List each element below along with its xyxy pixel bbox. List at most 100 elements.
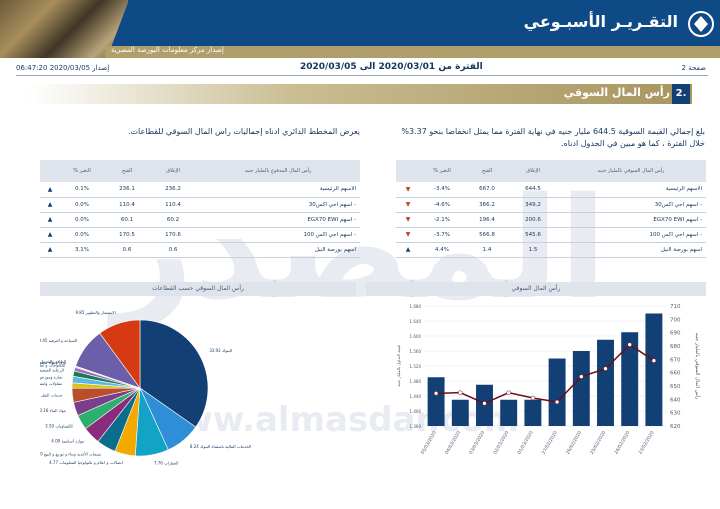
cell-change: 0.0% <box>60 227 104 243</box>
up-arrow-icon: ▲ <box>40 197 60 213</box>
series-line <box>436 343 655 405</box>
x-tick-label: 03/03/2020 <box>468 430 486 456</box>
cell-change: 0.0% <box>60 197 104 213</box>
pie-slice-label: 7.76 العقارات <box>154 461 179 466</box>
cell-label: اسهم بورصة النيل <box>196 242 360 258</box>
table-row: ▲ 4.4% 1.4 1.5 اسهم بورصة النيل <box>396 242 706 258</box>
up-arrow-icon: ▲ <box>40 182 60 198</box>
cell-label: - اسهم اجي اكس30 <box>196 197 360 213</box>
pie-slice-label: 3.27 خدمات النقل والشحن <box>40 392 63 397</box>
report-header: التقـريـر الأسبـوعي إصدار مركز معلومات ا… <box>0 0 720 58</box>
down-arrow-icon: ▼ <box>396 227 420 243</box>
pie-slice-label: 4.77 اتصالات و اعلام و تكنولوجيا المعلوم… <box>49 460 123 465</box>
line-point <box>482 401 487 406</box>
cell-close: 170.6 <box>150 227 196 243</box>
x-tick-label: 24/02/2020 <box>613 430 631 456</box>
table-header-label: رأس المال المدفوع بالمليار جنيه <box>196 160 360 182</box>
table-header-change: % التغير <box>420 160 464 182</box>
x-tick-label: 02/03/2020 <box>492 430 510 456</box>
x-tick-label: 01/03/2020 <box>516 430 534 456</box>
header-subtitle: إصدار مركز معلومات البورصة المصرية <box>111 46 224 54</box>
section-header: رأس المال السوقي 2. <box>28 84 692 104</box>
cell-label: - اسهم اجي اكس 100 <box>556 227 706 243</box>
y-left-tick-label: 1.400 <box>410 409 422 414</box>
table-header-spacer <box>396 160 420 182</box>
cell-change: -4.6% <box>420 197 464 213</box>
pie-slice-label: 4.50 منتجات الأغذية وبناء و توزيع و البي… <box>40 452 101 457</box>
y-left-tick-label: 1.520 <box>410 364 422 369</box>
table-row: ▼ -4.6% 366.2 349.2- اسهم اجي اكس30 <box>396 197 706 213</box>
cell-open: 1.4 <box>464 242 510 258</box>
y-right-tick-label: 710 <box>670 304 681 310</box>
cell-change: -3.7% <box>420 227 464 243</box>
y-right-tick-label: 620 <box>670 424 681 430</box>
line-point <box>458 390 463 395</box>
bar <box>500 399 518 426</box>
bar-chart-title: رأس المال السوقي <box>366 282 706 296</box>
cell-close: 545.6 <box>510 227 556 243</box>
meta-bar: إصدار 2020/03/05 06:47:20 الفترة من 2020… <box>0 62 720 74</box>
cell-close: 644.5 <box>510 182 556 198</box>
cell-open: 170.5 <box>104 227 150 243</box>
up-arrow-icon: ▲ <box>40 227 60 243</box>
table-row: ▲ 0.1% 236.1 236.2 الاسهم الرئيسية <box>40 182 360 198</box>
table-header-open: الفتح <box>464 160 510 182</box>
paragraph-pie-intro: يعرض المخطط الدائري ادناه إجماليات راس ا… <box>127 127 360 136</box>
bar <box>572 351 590 426</box>
cell-change: -2.1% <box>420 212 464 228</box>
pie-slice-label: 0.85 منسوجات و سلع معمرة <box>40 362 65 367</box>
egx-logo-icon <box>688 11 714 37</box>
pie-slice-label: 9.45 السياحة و الترفيه <box>40 338 77 343</box>
paid-capital-table: % التغير الفتح الإغلاق رأس المال المدفوع… <box>40 160 360 258</box>
issue-date: إصدار 2020/03/05 06:47:20 <box>16 64 110 72</box>
bar <box>427 377 445 426</box>
cell-label: الاسهم الرئيسية <box>196 182 360 198</box>
header-photo <box>0 0 129 58</box>
line-point <box>433 391 439 396</box>
line-point <box>554 399 560 405</box>
cell-close: 110.4 <box>150 197 196 213</box>
line-point <box>651 358 657 363</box>
y-right-tick-label: 680 <box>670 344 681 350</box>
x-tick-label: 27/02/2020 <box>541 430 559 456</box>
pie-chart-title: رأس المال السوقي حسب القطاعات <box>40 282 356 296</box>
cell-open: 196.4 <box>464 212 510 228</box>
pie-slice-label: 0.12 الطاقة والخدمات المساندة <box>40 359 66 364</box>
x-tick-label: 04/03/2020 <box>444 430 462 456</box>
x-tick-label: 26/02/2020 <box>565 430 583 456</box>
cell-close: 60.2 <box>150 212 196 228</box>
cell-open: 566.8 <box>464 227 510 243</box>
cell-change: 4.4% <box>420 242 464 258</box>
pie-slice-label: 33.92 البنوك <box>209 348 232 353</box>
y-right-tick-label: 630 <box>670 411 681 417</box>
x-tick-label: 25/02/2020 <box>589 430 607 456</box>
table-header-close: الإغلاق <box>510 160 556 182</box>
bar <box>524 399 542 426</box>
table-header-open: الفتح <box>104 160 150 182</box>
cell-change: 3.1% <box>60 242 104 258</box>
y-right-tick-label: 690 <box>670 331 681 337</box>
cell-label: الاسهم الرئيسية <box>556 182 706 198</box>
cell-label: - اسهم اجي اكس 100 <box>196 227 360 243</box>
pie-slice <box>99 319 141 389</box>
down-arrow-icon: ▼ <box>396 212 420 228</box>
cell-open: 60.1 <box>104 212 150 228</box>
y-right-tick-label: 660 <box>670 371 681 377</box>
y-left-tick-label: 1.560 <box>410 349 422 354</box>
up-arrow-icon: ▲ <box>40 242 60 258</box>
pie-slice-label: 9.85 الاستثمار والتطوير <box>75 310 115 315</box>
cell-close: 236.2 <box>150 182 196 198</box>
table-header-label: رأس المال السوقي بالمليار جنيه <box>556 160 706 182</box>
table-header-close: الإغلاق <box>150 160 196 182</box>
y-left-tick-label: 1.440 <box>410 394 422 399</box>
bar <box>451 399 469 426</box>
y-left-axis-label: قيمة التداول بالمليار جنيه <box>396 345 401 387</box>
cell-open: 236.1 <box>104 182 150 198</box>
pie-slice <box>139 319 209 428</box>
cell-open: 667.0 <box>464 182 510 198</box>
x-tick-label: 05/03/2020 <box>420 430 438 456</box>
up-arrow-icon: ▲ <box>396 242 420 258</box>
line-point <box>603 366 608 371</box>
header-band <box>128 0 720 46</box>
table-row: ▼ -3.4% 667.0 644.5 الاسهم الرئيسية <box>396 182 706 198</box>
